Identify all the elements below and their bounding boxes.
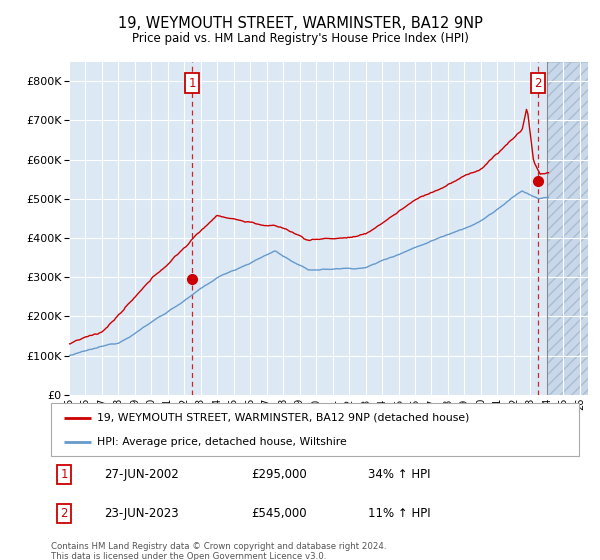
Text: £295,000: £295,000 xyxy=(251,468,307,481)
Text: HPI: Average price, detached house, Wiltshire: HPI: Average price, detached house, Wilt… xyxy=(97,437,347,447)
Bar xyxy=(547,62,588,395)
Text: Price paid vs. HM Land Registry's House Price Index (HPI): Price paid vs. HM Land Registry's House … xyxy=(131,32,469,45)
Text: 19, WEYMOUTH STREET, WARMINSTER, BA12 9NP (detached house): 19, WEYMOUTH STREET, WARMINSTER, BA12 9N… xyxy=(97,413,470,423)
Text: 1: 1 xyxy=(61,468,68,481)
Text: 19, WEYMOUTH STREET, WARMINSTER, BA12 9NP: 19, WEYMOUTH STREET, WARMINSTER, BA12 9N… xyxy=(118,16,482,31)
Text: 11% ↑ HPI: 11% ↑ HPI xyxy=(368,507,430,520)
Text: 1: 1 xyxy=(188,77,196,90)
Text: £545,000: £545,000 xyxy=(251,507,307,520)
Text: Contains HM Land Registry data © Crown copyright and database right 2024.
This d: Contains HM Land Registry data © Crown c… xyxy=(51,542,386,560)
Text: 34% ↑ HPI: 34% ↑ HPI xyxy=(368,468,430,481)
Text: 2: 2 xyxy=(61,507,68,520)
Text: 27-JUN-2002: 27-JUN-2002 xyxy=(104,468,179,481)
Text: 23-JUN-2023: 23-JUN-2023 xyxy=(104,507,178,520)
Text: 2: 2 xyxy=(535,77,542,90)
